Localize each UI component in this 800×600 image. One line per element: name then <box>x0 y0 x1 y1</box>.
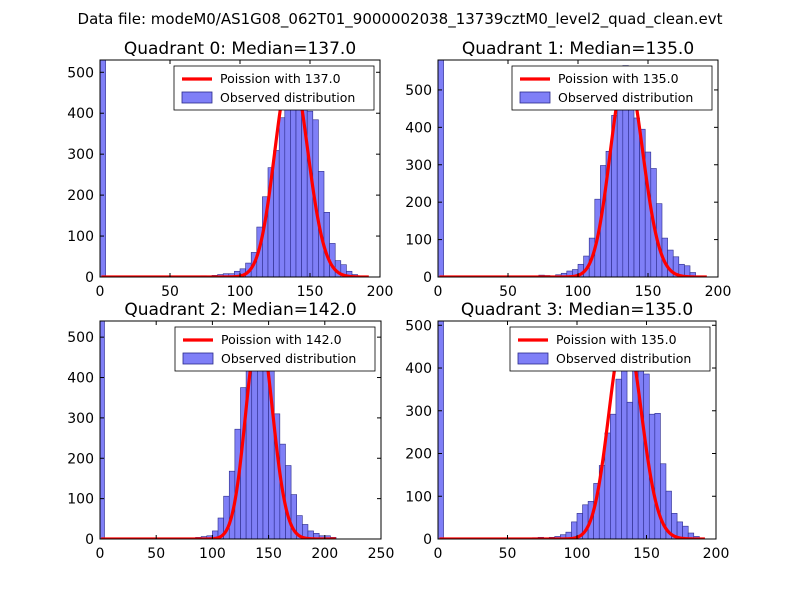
x-tick-label: 100 <box>564 546 591 562</box>
x-tick-label: 100 <box>199 546 226 562</box>
legend-fit-label: Poission with 135.0 <box>556 332 677 347</box>
histogram-bar <box>610 413 617 539</box>
y-tick-label: 200 <box>67 451 94 467</box>
plot-content <box>100 321 338 539</box>
x-tick-label: 100 <box>227 284 254 300</box>
y-tick-label: 100 <box>405 489 432 505</box>
legend-hist-label: Observed distribution <box>556 351 691 366</box>
quadrant-2-panel: 0 50 100 150 200 250 0 100 200 300 400 500 Quadrant … <box>67 300 394 562</box>
y-tick-label: 300 <box>67 411 94 427</box>
histogram-bar <box>621 364 628 539</box>
histogram-bar <box>628 82 635 277</box>
histogram-bar <box>626 401 633 539</box>
y-tick-label: 400 <box>67 371 94 387</box>
histogram-bar <box>257 348 264 539</box>
y-tick-label: 0 <box>423 532 432 548</box>
legend-hist-swatch <box>182 352 214 365</box>
quadrant-0-panel: 0 50 100 150 200 0 100 200 300 400 500 Quadrant 0: … <box>67 39 393 300</box>
y-tick-label: 300 <box>67 147 94 163</box>
legend-hist-label: Observed distribution <box>220 90 355 105</box>
histogram-edge-bar <box>438 60 444 277</box>
x-tick-label: 150 <box>635 284 662 300</box>
y-tick-label: 500 <box>67 330 94 346</box>
x-tick-label: 50 <box>161 284 179 300</box>
x-tick-label: 150 <box>633 546 660 562</box>
quadrant-title: Quadrant 3: Median=135.0 <box>461 300 693 320</box>
x-tick-label: 50 <box>499 546 517 562</box>
legend-hist-swatch <box>181 91 213 104</box>
x-tick-label: 200 <box>703 546 730 562</box>
y-tick-label: 0 <box>85 532 94 548</box>
x-tick-label: 0 <box>434 546 443 562</box>
legend-fit-label: Poission with 142.0 <box>221 332 342 347</box>
y-tick-label: 400 <box>405 120 432 136</box>
legend-hist-label: Observed distribution <box>221 351 356 366</box>
histogram-bar <box>633 117 640 277</box>
y-tick-label: 500 <box>67 65 94 81</box>
x-tick-label: 50 <box>499 284 517 300</box>
histogram-bar <box>284 90 291 277</box>
y-tick-label: 300 <box>405 404 432 420</box>
y-tick-label: 100 <box>405 233 432 249</box>
axes-frame <box>99 320 382 540</box>
histogram-bar <box>273 150 280 277</box>
legend-hist-swatch <box>519 91 551 104</box>
histogram-edge-bar <box>438 321 444 539</box>
histogram-bar <box>251 356 258 539</box>
x-tick-label: 200 <box>705 284 732 300</box>
x-tick-label: 150 <box>255 546 282 562</box>
histogram-edge-bar <box>100 321 105 539</box>
x-tick-label: 0 <box>434 284 443 300</box>
x-tick-label: 250 <box>368 546 395 562</box>
quadrant-title: Quadrant 1: Median=135.0 <box>462 39 694 59</box>
y-tick-label: 400 <box>405 361 432 377</box>
y-tick-label: 100 <box>67 229 94 245</box>
quadrant-3-panel: 0 50 100 150 200 0 100 200 300 400 500 Quadrant 3: … <box>405 300 729 562</box>
poisson-fit-line <box>438 69 708 277</box>
y-tick-label: 300 <box>405 158 432 174</box>
y-tick-label: 500 <box>405 318 432 334</box>
histogram-bar <box>689 272 696 277</box>
histogram-bar <box>616 99 624 277</box>
quadrant-1-panel: 0 50 100 150 200 0 100 200 300 400 500 Quadrant 1: … <box>405 39 731 300</box>
legend-fit-label: Poission with 137.0 <box>220 71 341 86</box>
y-tick-label: 0 <box>423 270 432 286</box>
x-tick-label: 200 <box>311 546 338 562</box>
y-tick-label: 400 <box>67 106 94 122</box>
histogram-edge-bar <box>100 60 106 277</box>
histogram-bar <box>278 117 286 277</box>
y-tick-label: 200 <box>405 195 432 211</box>
y-tick-label: 200 <box>405 447 432 463</box>
histogram-bar <box>637 346 645 539</box>
histogram-bar <box>615 378 622 539</box>
quadrant-title: Quadrant 2: Median=142.0 <box>124 300 356 320</box>
x-tick-label: 100 <box>565 284 592 300</box>
x-tick-label: 50 <box>147 546 165 562</box>
legend-hist-label: Observed distribution <box>558 90 693 105</box>
x-tick-label: 0 <box>96 546 105 562</box>
legend-fit-label: Poission with 135.0 <box>558 71 679 86</box>
legend-hist-swatch <box>517 352 549 365</box>
x-tick-label: 150 <box>297 284 324 300</box>
plot-content <box>438 321 706 539</box>
plot-content <box>438 60 708 277</box>
y-tick-label: 0 <box>85 270 94 286</box>
x-tick-label: 0 <box>96 284 105 300</box>
quadrant-title: Quadrant 0: Median=137.0 <box>124 39 356 59</box>
histogram-bar <box>306 110 314 277</box>
histogram-bar <box>654 413 661 539</box>
figure-suptitle: Data file: modeM0/AS1G08_062T01_90000020… <box>78 10 723 29</box>
poisson-fit-line <box>100 327 338 539</box>
y-tick-label: 100 <box>67 492 94 508</box>
poisson-fit-line <box>438 327 706 539</box>
y-tick-label: 200 <box>67 188 94 204</box>
x-tick-label: 200 <box>367 284 394 300</box>
y-tick-label: 500 <box>405 83 432 99</box>
